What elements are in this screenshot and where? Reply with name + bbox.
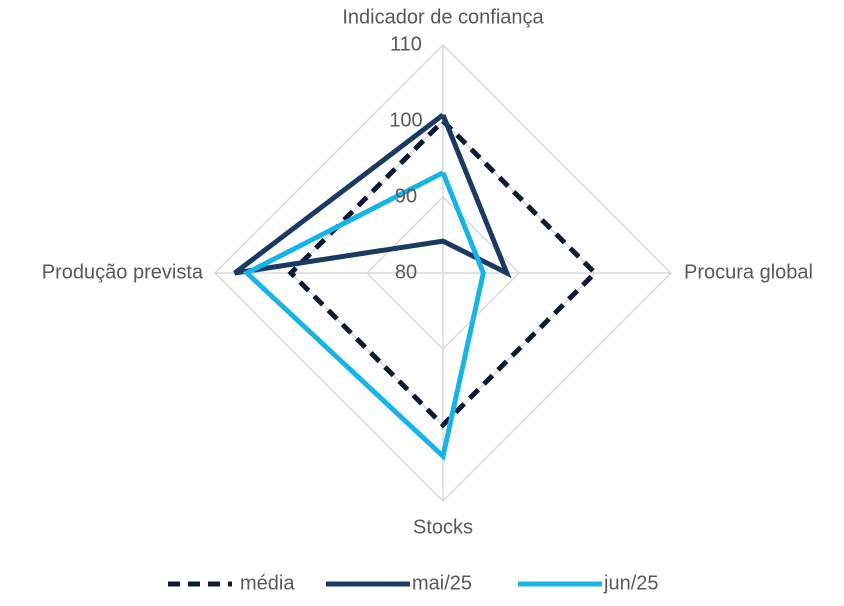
r-tick-label: 80 bbox=[395, 261, 417, 283]
legend-label: mai/25 bbox=[412, 572, 472, 594]
series-line bbox=[233, 112, 512, 279]
category-label: Indicador de confiança bbox=[342, 6, 544, 28]
legend-label: jun/25 bbox=[603, 572, 659, 594]
legend-label: média bbox=[240, 572, 295, 594]
category-label: Stocks bbox=[413, 516, 473, 538]
series-line bbox=[242, 170, 486, 462]
series-line bbox=[287, 119, 599, 429]
category-label: Procura global bbox=[684, 261, 813, 283]
r-tick-label: 90 bbox=[395, 185, 417, 207]
category-label: Produção prevista bbox=[42, 261, 204, 283]
r-tick-label: 110 bbox=[390, 33, 422, 55]
r-tick-label: 100 bbox=[389, 109, 422, 131]
